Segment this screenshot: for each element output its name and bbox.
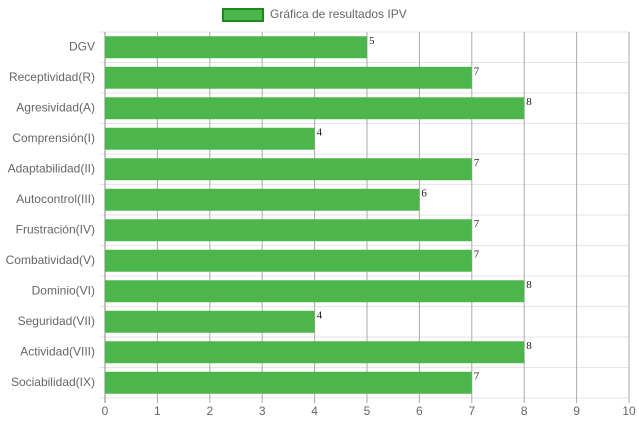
bar <box>105 36 367 59</box>
y-tick-label: DGV <box>69 39 95 53</box>
value-label: 7 <box>474 65 480 77</box>
y-tick-label: Dominio(VI) <box>32 283 95 297</box>
value-label: 7 <box>474 157 480 169</box>
value-label: 7 <box>474 218 480 230</box>
x-tick-label: 6 <box>416 404 423 418</box>
bar <box>105 158 472 181</box>
y-tick-label: Frustración(IV) <box>16 222 95 236</box>
bar <box>105 341 525 364</box>
y-tick-label: Autocontrol(III) <box>16 192 95 206</box>
x-tick-label: 4 <box>311 404 318 418</box>
x-tick-label: 0 <box>102 404 109 418</box>
x-tick-label: 3 <box>259 404 266 418</box>
y-tick-label: Agresividad(A) <box>16 100 95 114</box>
x-tick-label: 1 <box>154 404 161 418</box>
x-tick-label: 2 <box>206 404 213 418</box>
bar <box>105 280 525 303</box>
x-tick-label: 8 <box>521 404 528 418</box>
value-label: 7 <box>474 248 480 260</box>
x-tick-label: 5 <box>364 404 371 418</box>
value-label: 8 <box>526 96 532 108</box>
value-label: 4 <box>317 126 323 138</box>
x-tick-label: 9 <box>573 404 580 418</box>
bar <box>105 249 472 272</box>
bar <box>105 97 525 120</box>
y-tick-label: Adaptabilidad(II) <box>8 161 95 175</box>
value-label: 7 <box>474 370 480 382</box>
legend-label: Gráfica de resultados IPV <box>270 7 407 21</box>
x-tick-label: 7 <box>468 404 475 418</box>
y-tick-label: Sociabilidad(IX) <box>11 375 95 389</box>
y-tick-label: Comprensión(I) <box>12 131 95 145</box>
y-tick-label: Actividad(VIII) <box>20 344 95 358</box>
value-label: 8 <box>526 340 532 352</box>
bar <box>105 310 315 333</box>
x-tick-label: 10 <box>622 404 636 418</box>
y-tick-label: Combatividad(V) <box>6 253 95 267</box>
y-tick-label: Seguridad(VII) <box>18 314 95 328</box>
value-label: 8 <box>526 279 532 291</box>
legend-swatch <box>222 8 264 22</box>
bar <box>105 188 420 211</box>
bar <box>105 127 315 150</box>
bar <box>105 371 472 394</box>
bar <box>105 219 472 242</box>
value-label: 4 <box>317 309 323 321</box>
value-label: 5 <box>369 35 375 47</box>
bar <box>105 66 472 89</box>
value-label: 6 <box>421 187 427 199</box>
y-tick-label: Receptividad(R) <box>9 70 95 84</box>
